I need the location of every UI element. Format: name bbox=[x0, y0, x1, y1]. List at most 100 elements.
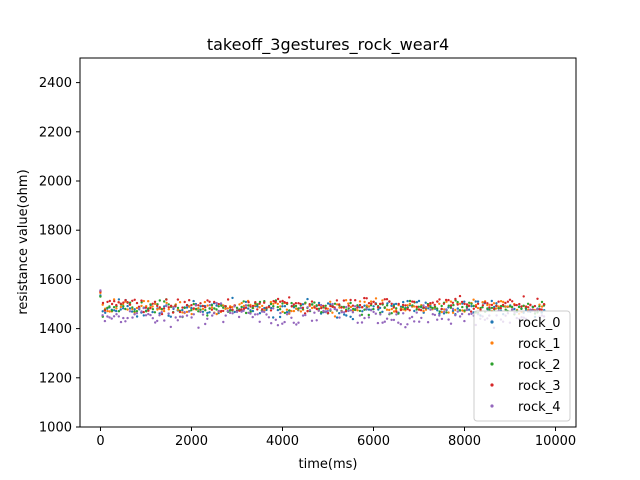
y-tick-label: 1600 bbox=[39, 273, 72, 288]
data-point bbox=[486, 302, 488, 304]
data-point bbox=[238, 316, 240, 318]
data-point bbox=[416, 301, 418, 303]
data-point bbox=[170, 326, 172, 328]
x-tick-label: 0 bbox=[96, 434, 104, 449]
data-point bbox=[468, 313, 470, 315]
data-point bbox=[111, 303, 113, 305]
data-point bbox=[104, 309, 106, 311]
data-point bbox=[222, 307, 224, 309]
data-point bbox=[429, 302, 431, 304]
data-point bbox=[368, 314, 370, 316]
data-point bbox=[193, 307, 195, 309]
data-point bbox=[361, 306, 363, 308]
data-point bbox=[302, 307, 304, 309]
data-point bbox=[179, 316, 181, 318]
data-point bbox=[263, 311, 265, 313]
data-point bbox=[425, 306, 427, 308]
data-point bbox=[457, 310, 459, 312]
data-point bbox=[277, 309, 279, 311]
data-point bbox=[338, 312, 340, 314]
data-point bbox=[349, 299, 351, 301]
data-point bbox=[122, 305, 124, 307]
data-point bbox=[431, 307, 433, 309]
data-point bbox=[406, 323, 408, 325]
data-point bbox=[213, 301, 215, 303]
data-point bbox=[195, 308, 197, 310]
data-point bbox=[133, 310, 135, 312]
data-point bbox=[413, 310, 415, 312]
x-tick-label: 4000 bbox=[266, 434, 299, 449]
data-point bbox=[484, 301, 486, 303]
data-point bbox=[447, 311, 449, 313]
data-point bbox=[279, 316, 281, 318]
data-point bbox=[443, 303, 445, 305]
data-point bbox=[172, 311, 174, 313]
data-point bbox=[454, 298, 456, 300]
data-point bbox=[381, 302, 383, 304]
data-point bbox=[240, 308, 242, 310]
data-point bbox=[536, 298, 538, 300]
data-point bbox=[156, 308, 158, 310]
data-point bbox=[151, 305, 153, 307]
data-point bbox=[457, 303, 459, 305]
data-point bbox=[281, 323, 283, 325]
data-point bbox=[511, 300, 513, 302]
data-point bbox=[334, 308, 336, 310]
data-point bbox=[370, 300, 372, 302]
data-point bbox=[411, 316, 413, 318]
data-point bbox=[348, 307, 350, 309]
data-point bbox=[224, 305, 226, 307]
data-point bbox=[295, 323, 297, 325]
data-point bbox=[163, 310, 165, 312]
data-point bbox=[452, 312, 454, 314]
data-point bbox=[177, 298, 179, 300]
data-point bbox=[352, 305, 354, 307]
data-point bbox=[104, 312, 106, 314]
data-point bbox=[191, 313, 193, 315]
data-point bbox=[279, 308, 281, 310]
data-point bbox=[370, 309, 372, 311]
data-point bbox=[204, 309, 206, 311]
data-point bbox=[199, 311, 201, 313]
data-point bbox=[340, 306, 342, 308]
data-point bbox=[338, 316, 340, 318]
data-point bbox=[213, 312, 215, 314]
data-point bbox=[134, 299, 136, 301]
data-point bbox=[443, 311, 445, 313]
data-point bbox=[291, 305, 293, 307]
data-point bbox=[156, 305, 158, 307]
data-point bbox=[120, 308, 122, 310]
data-point bbox=[368, 305, 370, 307]
data-point bbox=[502, 304, 504, 306]
data-point bbox=[450, 300, 452, 302]
data-point bbox=[199, 309, 201, 311]
data-point bbox=[363, 301, 365, 303]
data-point bbox=[509, 299, 511, 301]
data-point bbox=[259, 321, 261, 323]
data-point bbox=[206, 318, 208, 320]
data-point bbox=[181, 315, 183, 317]
data-point bbox=[527, 306, 529, 308]
data-point bbox=[468, 302, 470, 304]
data-point bbox=[350, 309, 352, 311]
data-point bbox=[477, 307, 479, 309]
data-point bbox=[447, 299, 449, 301]
data-point bbox=[208, 301, 210, 303]
data-point bbox=[231, 312, 233, 314]
data-point bbox=[106, 315, 108, 317]
data-point bbox=[400, 323, 402, 325]
data-point bbox=[149, 314, 151, 316]
data-point bbox=[507, 305, 509, 307]
data-point bbox=[541, 301, 543, 303]
data-point bbox=[126, 301, 128, 303]
data-point bbox=[429, 309, 431, 311]
data-point bbox=[322, 310, 324, 312]
data-point bbox=[281, 305, 283, 307]
data-point bbox=[475, 306, 477, 308]
data-point bbox=[391, 308, 393, 310]
data-point bbox=[413, 301, 415, 303]
data-point bbox=[541, 308, 543, 310]
data-point bbox=[143, 311, 145, 313]
legend-marker bbox=[490, 341, 493, 344]
data-point bbox=[352, 318, 354, 320]
